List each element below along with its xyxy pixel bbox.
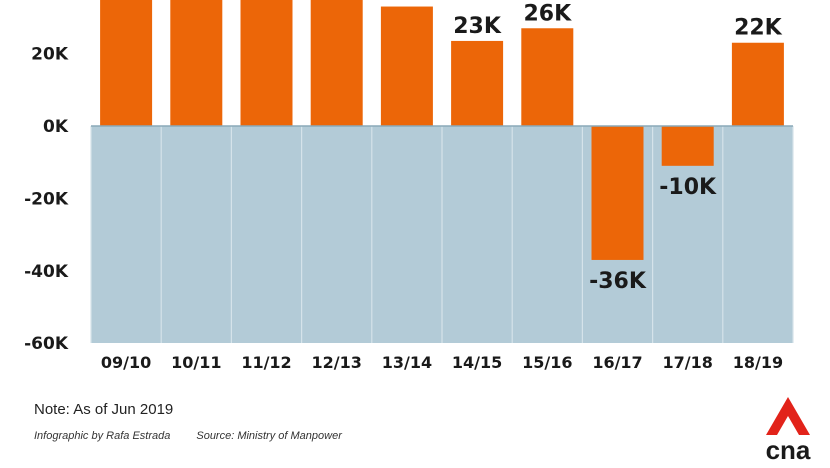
data-label: -10K [659,175,717,200]
gridlines [90,126,794,343]
source-credit: Source: Ministry of Manpower [196,430,342,442]
data-label: -36K [589,269,647,294]
data-label: 22K [734,16,783,41]
bars [100,0,784,260]
y-tick-label: -40K [24,262,69,282]
bar-18-19 [731,42,784,126]
y-tick-label: 20K [31,45,69,65]
bar-13-14 [380,6,433,126]
x-category-label: 14/15 [452,353,502,372]
x-category-label: 10/11 [171,353,221,372]
x-category-label: 12/13 [312,353,362,372]
x-category-label: 18/19 [733,353,783,372]
y-tick-label: -20K [24,189,69,209]
y-axis-ticks: 20K 0K -20K -40K -60K [24,45,69,355]
x-category-label: 13/14 [382,353,432,372]
bar-10-11 [170,0,223,126]
cna-logo-mark [766,397,810,435]
bar-12-13 [310,0,363,126]
cna-logo: cna [766,397,811,463]
credits: Infographic by Rafa Estrada Source: Mini… [34,430,342,442]
bar-11-12 [240,0,293,126]
bar-09-10 [100,0,153,126]
infographic-credit: Infographic by Rafa Estrada [34,430,171,442]
footnote: Note: As of Jun 2019 [34,401,174,418]
y-tick-label: 0K [43,117,69,137]
x-category-label: 15/16 [522,353,572,372]
x-category-label: 16/17 [592,353,642,372]
data-label: 23K [453,14,502,39]
x-axis-categories: 09/10 10/11 11/12 12/13 13/14 14/15 15/16 16/17… [101,353,783,372]
bar-16-17 [591,126,644,260]
data-label: 26K [523,1,572,26]
y-tick-label: -60K [24,334,69,354]
x-category-label: 11/12 [241,353,291,372]
bar-15-16 [521,28,574,126]
bar-chart: 20K 0K -20K -40K -60K 09/10 10/11 11/12 12/13 13… [24,0,794,372]
bar-17-18 [661,126,714,166]
data-labels: 23K 26K -36K -10K 22K [453,1,782,294]
bar-14-15 [451,40,504,126]
x-category-label: 09/10 [101,353,151,372]
cna-logo-wordmark: cna [766,435,811,463]
x-category-label: 17/18 [663,353,713,372]
